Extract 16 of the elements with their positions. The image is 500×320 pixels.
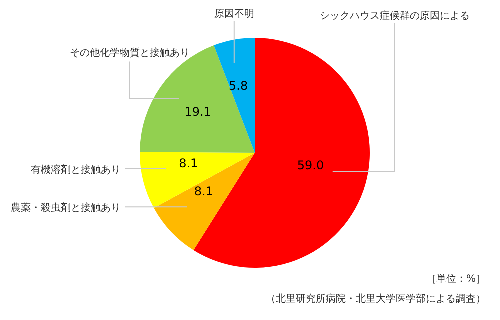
data-label: 59.0 <box>297 158 324 173</box>
pie-slice <box>140 152 255 208</box>
data-label: 5.8 <box>229 78 248 93</box>
text: ［単位：%］ <box>425 273 486 287</box>
data-label: 8.1 <box>194 184 214 198</box>
data-label: 8.1 <box>179 156 198 170</box>
slice-label: 原因不明 <box>214 9 254 20</box>
slice-label: その他化学物質と接触あり <box>70 46 190 59</box>
slice-label: 有機溶剤と接触あり <box>31 164 121 176</box>
slice-label: シックハウス症候群の原因による <box>320 10 470 22</box>
slice-label: 農薬・殺虫剤と接触あり <box>11 202 121 214</box>
pie-slice <box>154 153 255 250</box>
pie-slice <box>214 38 255 153</box>
text: （北里研究所病院・北里大学医学部による調査） <box>266 292 486 307</box>
data-label: 19.1 <box>184 104 212 119</box>
pie-slice <box>140 46 255 153</box>
